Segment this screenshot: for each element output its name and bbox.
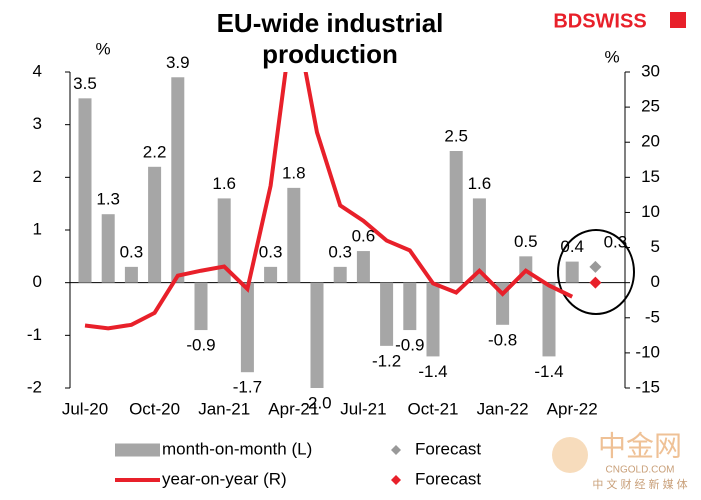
y-tick-label: 4 [33, 61, 42, 80]
y2-tick-label: 30 [641, 61, 660, 80]
value-label: 0.4 [560, 237, 584, 256]
y2-tick-label: 10 [641, 202, 660, 221]
bar [264, 266, 278, 283]
y2-tick-label: 15 [641, 167, 660, 186]
bar [78, 98, 92, 283]
value-label: 1.8 [282, 163, 306, 182]
value-label: 0.3 [120, 242, 144, 261]
value-label: -0.9 [186, 336, 215, 355]
bar [148, 166, 162, 283]
watermark-url: CNGOLD.COM [606, 465, 675, 476]
x-tick-label: Apr-21 [268, 399, 319, 418]
bar [403, 282, 417, 331]
value-label: -0.9 [395, 336, 424, 355]
value-label: 1.6 [212, 174, 236, 193]
bar [565, 261, 579, 283]
value-label: 3.5 [73, 74, 97, 93]
x-tick-label: Apr-22 [547, 399, 598, 418]
legend-swatch [391, 475, 401, 485]
value-label: 0.6 [352, 227, 376, 246]
y2-tick-label: 20 [641, 132, 660, 151]
bar [217, 198, 231, 283]
y2-tick-label: -10 [635, 342, 660, 361]
logo: BDSWISS [553, 10, 646, 32]
x-tick-label: Jan-21 [198, 399, 250, 418]
bar [101, 214, 115, 283]
x-tick-label: Jan-22 [477, 399, 529, 418]
value-label: -1.4 [534, 362, 563, 381]
value-label: -1.2 [372, 351, 401, 370]
x-tick-label: Oct-21 [407, 399, 458, 418]
bar [333, 266, 347, 283]
bar [426, 282, 440, 357]
y2-tick-label: -15 [635, 377, 660, 396]
bar [472, 198, 486, 283]
value-label: 0.3 [604, 232, 628, 251]
x-tick-label: Oct-20 [129, 399, 180, 418]
watermark-sub: 中 文 财 经 新 媒 体 [592, 477, 687, 491]
value-label: -1.7 [233, 378, 262, 397]
y-tick-label: 2 [33, 167, 42, 186]
y-tick-label: 0 [33, 272, 42, 291]
value-label: 1.3 [96, 190, 120, 209]
bar [542, 282, 556, 357]
watermark-icon [552, 437, 588, 473]
bar [356, 251, 370, 283]
legend-label: month-on-month (L) [162, 439, 312, 458]
line [84, 72, 574, 331]
bar [240, 282, 254, 373]
value-label: 0.5 [514, 232, 538, 251]
legend-label: Forecast [415, 469, 481, 488]
bar [194, 282, 208, 331]
bar [124, 266, 138, 283]
y-tick-label: -1 [27, 325, 42, 344]
bar [171, 77, 185, 283]
legend-swatch [391, 445, 401, 455]
x-tick-label: Jul-20 [62, 399, 108, 418]
value-label: -1.4 [418, 362, 447, 381]
bar [310, 282, 324, 388]
y-axis-label: % [95, 39, 110, 58]
forecast-highlight [557, 229, 635, 315]
y2-tick-label: 5 [651, 237, 660, 256]
chart-title: EU-wide industrial production [216, 8, 444, 69]
bar [449, 151, 463, 283]
watermark: 中金网 [598, 430, 682, 461]
value-label: 3.9 [166, 53, 190, 72]
value-label: 0.3 [259, 242, 283, 261]
bar [287, 187, 301, 283]
legend-label: year-on-year (R) [162, 469, 287, 488]
value-label: 2.5 [444, 126, 468, 145]
y-tick-label: 3 [33, 114, 42, 133]
value-label: -0.8 [488, 330, 517, 349]
legend-label: Forecast [415, 439, 481, 458]
y-tick-label: 1 [33, 219, 42, 238]
value-label: 0.3 [328, 242, 352, 261]
logo-mark [670, 12, 686, 28]
value-label: 1.6 [468, 174, 492, 193]
value-label: -2.0 [302, 393, 331, 412]
bar [380, 282, 394, 346]
value-label: 2.2 [143, 142, 167, 161]
y2-axis-label: % [604, 47, 619, 66]
y2-tick-label: -5 [645, 307, 660, 326]
y2-tick-label: 0 [651, 272, 660, 291]
y-tick-label: -2 [27, 377, 42, 396]
x-tick-label: Jul-21 [340, 399, 386, 418]
y2-tick-label: 25 [641, 97, 660, 116]
forecast-point [589, 260, 602, 273]
forecast-point [589, 276, 602, 289]
